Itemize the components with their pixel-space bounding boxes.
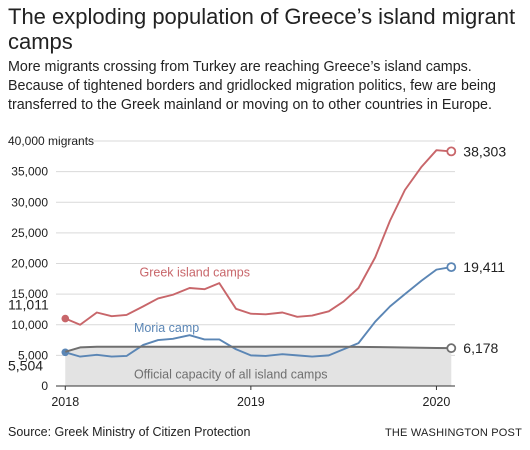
series-label-moria-camp: Moria camp <box>134 321 199 335</box>
end-value-moria: 19,411 <box>463 259 505 275</box>
end-value-capacity: 6,178 <box>463 340 498 356</box>
end-marker-greek <box>446 146 457 157</box>
y-axis-unit-label: 40,000 migrants <box>8 134 94 148</box>
series-lines <box>61 146 457 358</box>
line-chart: 40,000 migrants 0 5,000 10,000 15,000 20,000… <box>8 134 506 409</box>
series-line-capacity <box>64 345 452 353</box>
start-value-greek: 11,011 <box>8 297 49 313</box>
series-line-moria <box>65 266 452 358</box>
y-tick-label: 30,000 <box>11 195 48 209</box>
capacity-fill <box>65 346 452 386</box>
chart-title: The exploding population of Greece’s isl… <box>8 4 516 54</box>
series-line-greek <box>64 149 452 326</box>
start-marker-greek <box>61 314 70 323</box>
publisher-credit: THE WASHINGTON POST <box>384 427 522 439</box>
y-tick-label: 35,000 <box>11 165 48 179</box>
data-labels: Greek island camps Moria camp Official c… <box>8 143 506 381</box>
capacity-area <box>65 346 452 386</box>
end-value-greek: 38,303 <box>463 143 506 159</box>
end-marker-moria <box>446 262 457 273</box>
y-tick-label: 5,000 <box>18 348 48 362</box>
x-tick-label: 2020 <box>423 395 451 409</box>
series-label-capacity: Official capacity of all island camps <box>134 368 328 382</box>
y-tick-label: 20,000 <box>11 257 48 271</box>
series-label-greek-island-camps: Greek island camps <box>140 265 250 279</box>
y-axis-ticks: 0 5,000 10,000 15,000 20,000 25,000 30,000 35,0… <box>11 165 48 393</box>
source-note: Source: Greek Ministry of Citizen Protec… <box>8 425 251 439</box>
x-axis-ticks: 2018 2019 2020 <box>51 386 450 409</box>
gridlines <box>56 140 455 356</box>
end-marker-capacity <box>446 343 457 354</box>
y-tick-label: 15,000 <box>11 287 48 301</box>
start-value-moria: 5,504 <box>8 357 43 373</box>
y-tick-label: 0 <box>41 379 48 393</box>
axes: 40,000 migrants <box>8 134 455 387</box>
x-tick-label: 2019 <box>237 395 265 409</box>
y-tick-label: 25,000 <box>11 226 48 240</box>
x-tick-label: 2018 <box>51 395 79 409</box>
chart-subtitle: More migrants crossing from Turkey are r… <box>8 59 496 113</box>
start-marker-moria <box>61 348 70 357</box>
y-tick-label: 10,000 <box>11 318 48 332</box>
